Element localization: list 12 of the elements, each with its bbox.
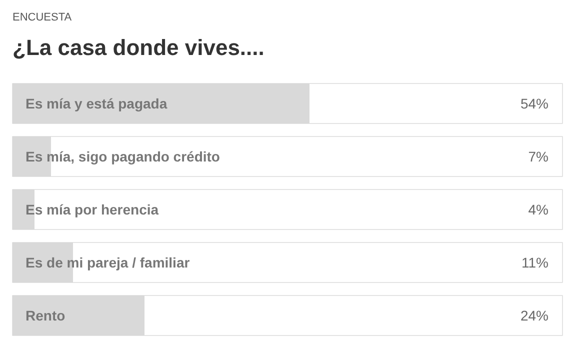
y-tick-label: Es de mi pareja / familiar xyxy=(26,254,190,270)
data-label: 24% xyxy=(520,308,549,324)
y-tick-label: Es mía, sigo pagando crédito xyxy=(26,148,220,164)
y-tick-label: Es mía y está pagada xyxy=(26,96,168,112)
y-tick-label: Rento xyxy=(26,308,66,324)
chart-subtitle: ENCUESTA xyxy=(12,12,72,24)
y-tick-label: Es mía por herencia xyxy=(26,202,159,218)
data-label: 54% xyxy=(520,96,549,112)
data-label: 4% xyxy=(528,202,548,218)
data-label: 7% xyxy=(528,148,548,164)
chart-title: ¿La casa donde vives.... xyxy=(12,35,264,60)
data-label: 11% xyxy=(522,254,549,270)
